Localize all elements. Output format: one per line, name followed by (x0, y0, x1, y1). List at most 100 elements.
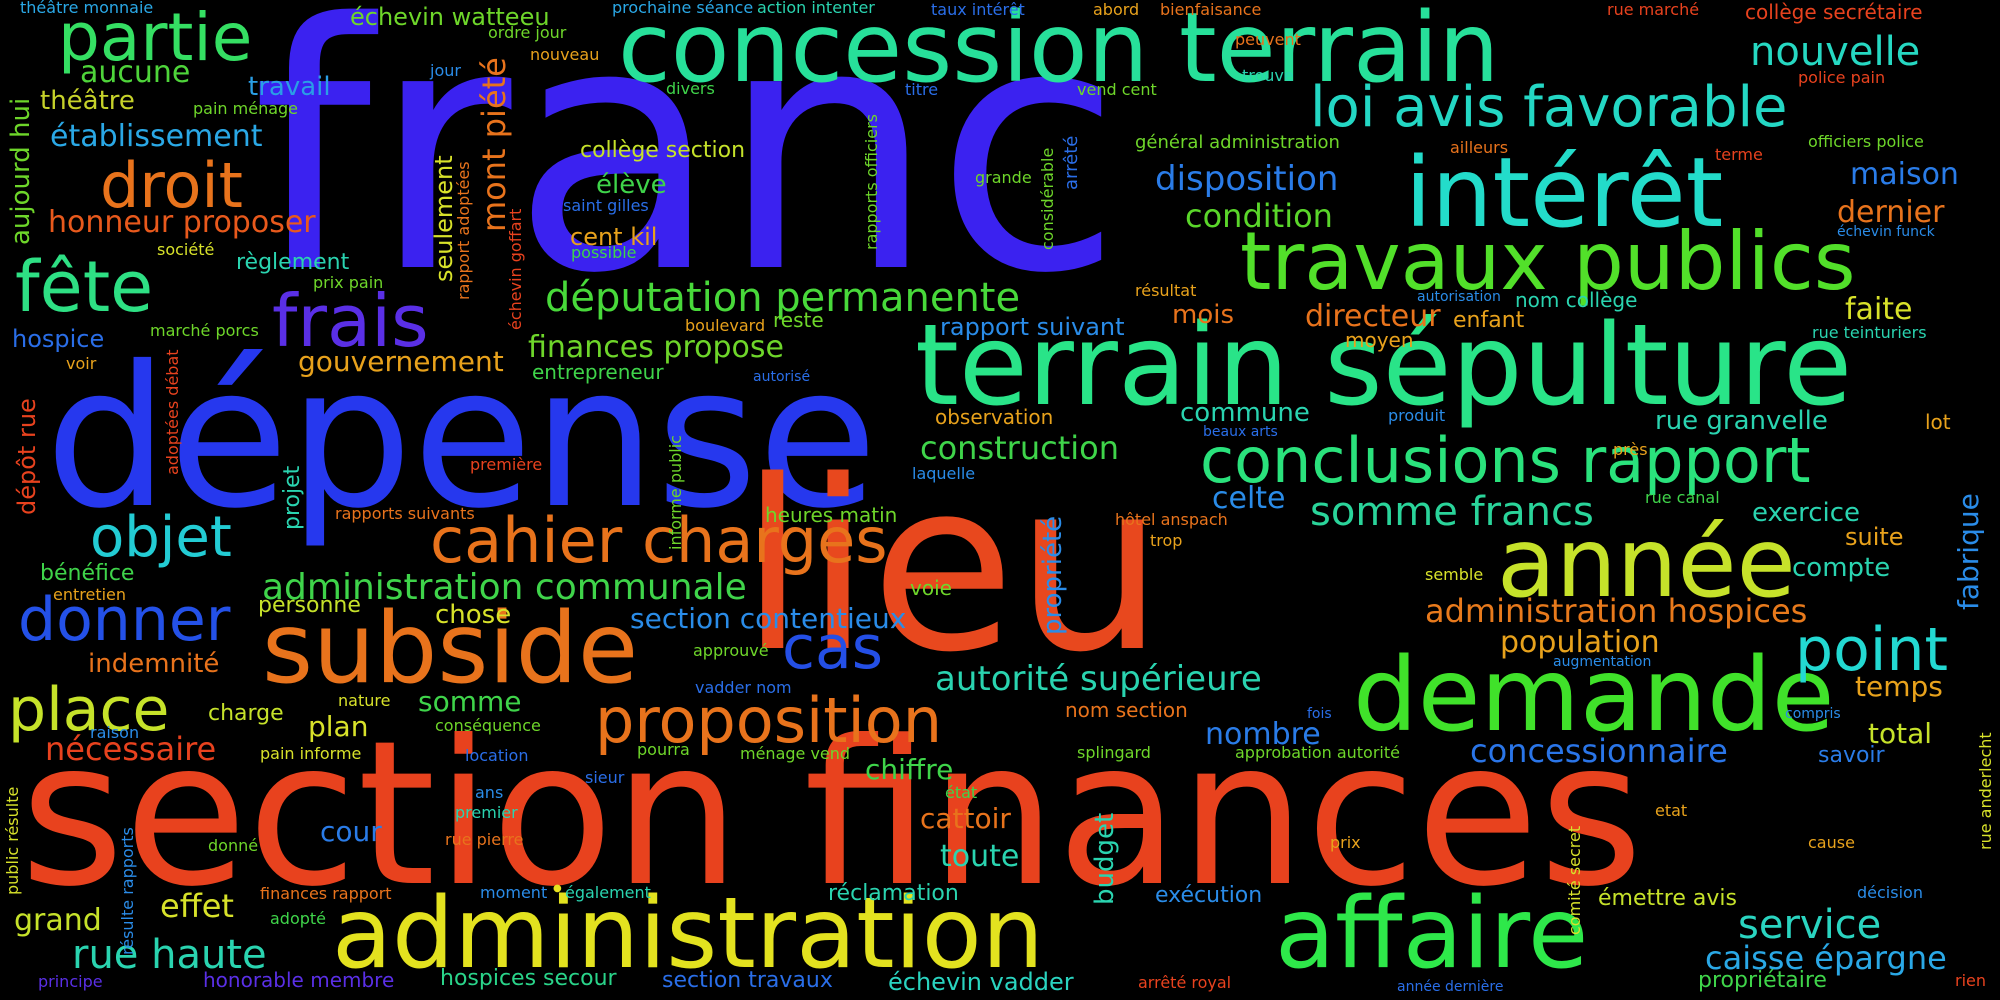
word-general-administration: général administration (1135, 132, 1340, 153)
word-divers: divers (666, 79, 715, 98)
word-personne: personne (258, 593, 361, 618)
word-aujourd-hui: aujourd hui (6, 97, 36, 245)
word-eleve: élève (596, 170, 667, 200)
word-concession-terrain: concession terrain (618, 0, 1500, 104)
word-suite: suite (1845, 523, 1904, 551)
word-echevin-goffart: échevin goffart (506, 208, 525, 330)
word-population: population (1500, 625, 1660, 660)
word-rue-canal: rue canal (1645, 488, 1720, 507)
word-informe-public: informe public (666, 435, 685, 550)
word-moment: moment (480, 883, 548, 902)
word-necessaire: nécessaire (45, 730, 217, 768)
word-reste: reste (773, 308, 824, 332)
word-laquelle: laquelle (912, 464, 976, 483)
word-maison: maison (1850, 157, 1959, 192)
word-jour: jour (430, 61, 461, 80)
word-ailleurs: ailleurs (1450, 138, 1509, 157)
word-mois: mois (1172, 300, 1235, 330)
word-objet: objet (90, 505, 232, 570)
word-taux-interet: taux intérêt (931, 0, 1025, 19)
word-indemnite: indemnité (88, 649, 220, 679)
word-pain-menage: pain ménage (193, 99, 299, 118)
word-budget: budget (1090, 812, 1120, 905)
word-etat2: etat (1655, 801, 1688, 820)
word-aucune: aucune (80, 55, 191, 90)
word-savoir: savoir (1818, 743, 1885, 768)
word-pres: près (1613, 440, 1648, 459)
word-theatre: théâtre (40, 86, 135, 116)
word-depot-rue: dépôt rue (13, 398, 41, 515)
word-approuve: approuvé (693, 641, 769, 660)
word-directeur: directeur (1305, 299, 1441, 334)
word-echevin-watteeu: échevin watteeu (350, 3, 550, 31)
word-beaux-arts: beaux arts (1203, 424, 1278, 440)
word-saint-gilles: saint gilles (563, 196, 649, 215)
word-benefice: bénéfice (40, 561, 135, 586)
word-heures-matin: heures matin (765, 503, 898, 527)
word-nouveau: nouveau (530, 45, 600, 64)
word-nom-section: nom section (1065, 698, 1188, 722)
word-finances-propose: finances propose (528, 330, 784, 365)
word-principe: principe (38, 972, 103, 991)
word-autorise: autorisé (753, 369, 811, 385)
word-nombre: nombre (1205, 717, 1321, 752)
word-terme: terme (1715, 145, 1763, 164)
word-travaux-publics: travaux publics (1240, 215, 1856, 308)
word-bienfaisance: bienfaisance (1160, 0, 1262, 19)
word-frais: frais (272, 279, 429, 363)
word-chiffre: chiffre (865, 753, 954, 786)
word-reclamation: réclamation (828, 881, 959, 906)
word-charge: charge (208, 701, 284, 726)
word-trop: trop (1150, 531, 1183, 550)
word-depense: dépense (45, 324, 878, 551)
word-hospices-secour: hospices secour (440, 966, 617, 991)
word-resulte-rapports: résulte rapports (118, 827, 137, 955)
word-rue-marche: rue marché (1607, 0, 1700, 19)
word-demande: demande (1353, 636, 1835, 755)
word-annee: année (1497, 507, 1796, 619)
word-egalement: également (565, 883, 651, 902)
word-trouve: trouve (1242, 66, 1294, 85)
word-condition: condition (1185, 197, 1333, 235)
word-autorite-superieure: autorité supérieure (935, 659, 1262, 699)
word-donner: donner (18, 585, 231, 655)
word-propriete: propriété (1038, 515, 1068, 635)
word-nom-college: nom collège (1515, 288, 1638, 312)
word-etat: état (945, 783, 978, 802)
word-cour: cour (320, 815, 382, 848)
word-subside: subside (262, 592, 639, 706)
word-donne: donné (208, 836, 259, 855)
word-college-section: collège section (580, 138, 746, 163)
word-location: location (465, 746, 529, 765)
word-abord: abord (1093, 0, 1140, 19)
word-honneur-proposer: honneur proposer (48, 205, 316, 240)
word-proposition: proposition (595, 684, 942, 757)
word-officiers-police: officiers police (1808, 132, 1924, 151)
word-moyen: moyen (1345, 328, 1414, 352)
word-gouvernement: gouvernement (298, 345, 504, 378)
word-produit: produit (1388, 406, 1446, 425)
word-possible: possible (571, 243, 637, 262)
word-hospice: hospice (12, 325, 105, 353)
word-rue-teinturiers: rue teinturiers (1812, 323, 1927, 342)
word-boulevard: boulevard (685, 316, 766, 335)
word-commune: commune (1180, 398, 1310, 428)
word-temps: temps (1855, 670, 1943, 703)
word-marche-porcs: marché porcs (150, 321, 259, 340)
word-vend-cent: vend cent (1077, 80, 1157, 99)
word-enfant: enfant (1453, 308, 1525, 333)
word-terrain-sepulture: terrain sépulture (915, 301, 1853, 431)
word-entretien: entretien (53, 585, 127, 604)
word-police-pain: police pain (1798, 68, 1886, 87)
word-execution: exécution (1155, 883, 1263, 908)
word-conclusions-rapport: conclusions rapport (1200, 424, 1811, 497)
word-cause: cause (1808, 833, 1855, 852)
word-affaire: affaire (1275, 877, 1589, 991)
word-ans: ans (475, 783, 504, 802)
word-premier: premier (455, 803, 518, 822)
word-grande: grande (975, 168, 1032, 187)
word-finances-rapport: finances rapport (260, 884, 392, 903)
word-lot: lot (1925, 410, 1951, 434)
word-autorisation: autorisation (1417, 289, 1501, 305)
